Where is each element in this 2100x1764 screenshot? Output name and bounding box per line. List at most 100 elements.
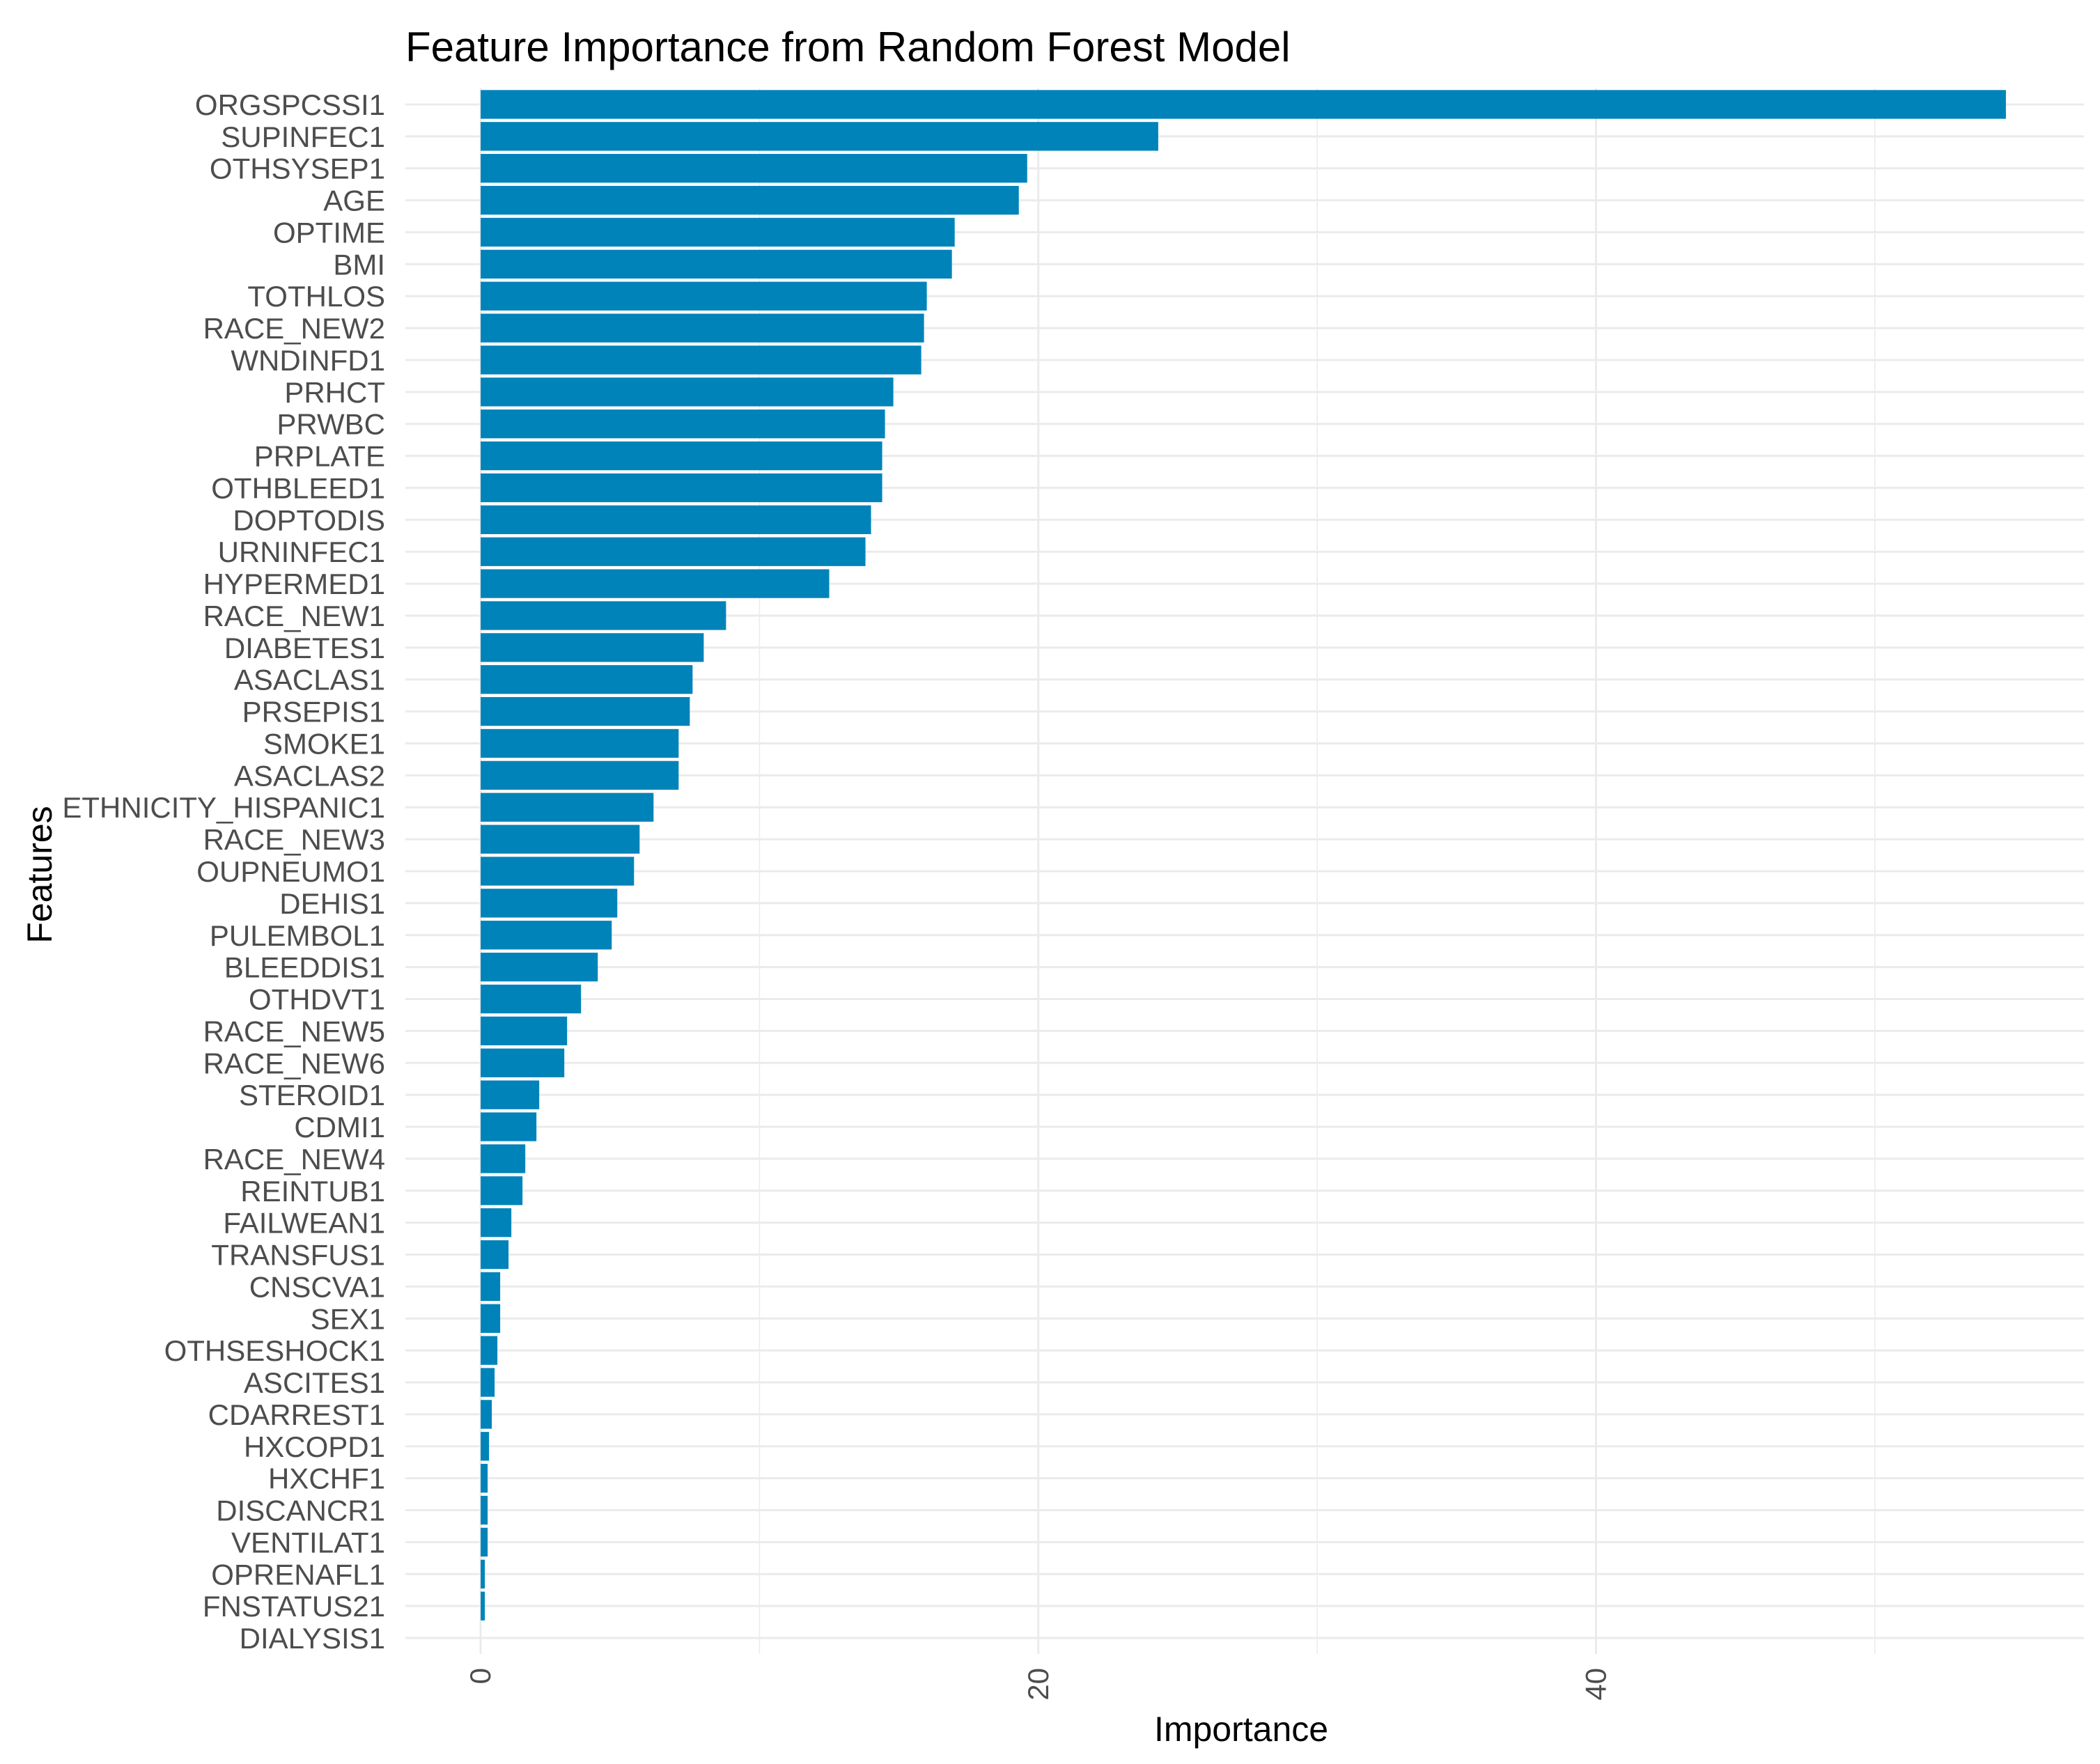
y-tick-label: RACE_NEW4 [203,1143,385,1176]
bar-discancr1 [481,1495,488,1525]
bar-othbleed1 [481,473,882,503]
y-tick-label: URNINFEC1 [218,536,385,568]
y-tick-label: PRSEPIS1 [242,696,385,728]
x-axis-title: Importance [1154,1710,1328,1749]
y-tick-label: RACE_NEW5 [203,1015,385,1047]
bar-oupneumo1 [481,857,635,886]
bar-orgspcssi1 [481,90,2006,119]
y-tick-label: DIABETES1 [224,632,385,664]
y-tick-label: PRWBC [277,408,385,441]
y-tick-label: FAILWEAN1 [223,1207,385,1240]
bar-doptodis [481,505,871,534]
y-tick-label: CDMI1 [294,1111,385,1144]
y-tick-label: DISCANCR1 [216,1494,385,1527]
y-tick-label: OUPNEUMO1 [196,855,385,888]
bar-tothlos [481,281,927,311]
bar-cnscva1 [481,1272,501,1302]
y-tick-label: DEHIS1 [279,887,385,920]
y-tick-label: BMI [333,248,385,281]
y-tick-label: PRPLATE [254,440,385,473]
bar-age [481,185,1019,215]
y-tick-label: RACE_NEW2 [203,312,385,345]
y-tick-label: AGE [323,185,385,217]
bar-ventilat1 [481,1527,488,1557]
bar-optime [481,217,955,247]
bar-race-new5 [481,1016,568,1046]
bar-layer [481,90,2006,1621]
y-tick-label: RACE_NEW3 [203,823,385,856]
y-tick-label-layer: ORGSPCSSI1SUPINFEC1OTHSYSEP1AGEOPTIMEBMI… [62,88,385,1655]
y-tick-label: CNSCVA1 [249,1270,385,1303]
bar-transfus1 [481,1240,509,1270]
bar-prwbc [481,409,885,439]
bar-prhct [481,377,894,407]
y-tick-label: OPTIME [273,216,385,249]
bar-steroid1 [481,1080,540,1109]
bar-race-new1 [481,601,726,630]
y-tick-label: HXCHF1 [268,1462,385,1495]
y-tick-label: RACE_NEW6 [203,1047,385,1079]
y-tick-label: HXCOPD1 [244,1430,385,1463]
bar-urninfec1 [481,537,866,566]
y-tick-label: ORGSPCSSI1 [195,88,385,121]
y-tick-label: SUPINFEC1 [221,120,385,153]
bar-hxcopd1 [481,1432,490,1461]
y-tick-label: REINTUB1 [240,1175,385,1208]
y-tick-label: FNSTATUS21 [203,1590,385,1623]
bar-bleeddis1 [481,952,598,982]
y-tick-label: PULEMBOL1 [210,919,385,952]
bar-ascites1 [481,1368,495,1397]
y-tick-label: SEX1 [311,1302,385,1335]
bar-cdmi1 [481,1112,537,1141]
bar-ethnicity-hispanic1 [481,793,654,822]
bar-sex1 [481,1304,501,1333]
y-tick-label: OTHSYSEP1 [210,153,385,185]
bar-race-new6 [481,1048,565,1077]
bar-prplate [481,441,882,471]
y-tick-label: CDARREST1 [208,1398,385,1431]
y-tick-label: OTHBLEED1 [211,471,385,504]
bar-othseshock1 [481,1336,498,1365]
bar-asaclas1 [481,665,693,694]
bar-wndinfd1 [481,345,921,375]
x-tick-label: 0 [464,1668,497,1684]
bar-diabetes1 [481,633,704,662]
bar-oprenafl1 [481,1559,485,1589]
bar-supinfec1 [481,122,1158,151]
bar-race-new3 [481,825,640,854]
bar-asaclas2 [481,760,679,790]
bar-cdarrest1 [481,1400,492,1429]
y-tick-label: OPRENAFL1 [211,1558,385,1591]
y-tick-label: DIALYSIS1 [240,1622,385,1655]
x-tick-label: 20 [1022,1668,1055,1701]
y-tick-label: ETHNICITY_HISPANIC1 [62,791,385,824]
y-tick-label: ASCITES1 [244,1366,385,1399]
x-tick-label: 40 [1579,1668,1612,1701]
y-tick-label: ASACLAS1 [234,664,385,696]
y-tick-label: OTHDVT1 [249,983,385,1016]
y-tick-label: BLEEDDIS1 [224,951,385,984]
y-tick-label: TOTHLOS [247,280,385,313]
y-tick-label: STEROID1 [239,1079,385,1111]
bar-pulembol1 [481,921,612,950]
bar-failwean1 [481,1208,512,1238]
bar-smoke1 [481,728,679,758]
y-tick-label: DOPTODIS [233,504,385,536]
bar-race-new4 [481,1144,526,1173]
bar-bmi [481,249,952,279]
y-tick-label: RACE_NEW1 [203,600,385,632]
bar-reintub1 [481,1176,523,1205]
bar-hxchf1 [481,1464,488,1493]
bar-othdvt1 [481,984,582,1014]
y-tick-label: PRHCT [284,376,385,409]
y-tick-label: WNDINFD1 [231,344,385,377]
y-tick-label: SMOKE1 [263,727,385,760]
bar-dehis1 [481,889,618,918]
y-tick-label: HYPERMED1 [203,568,385,600]
x-tick-label-layer: 0 20 40 [464,1668,1612,1701]
chart-title: Feature Importance from Random Forest Mo… [405,24,1291,70]
bar-fnstatus21 [481,1591,485,1621]
y-tick-label: VENTILAT1 [231,1526,385,1559]
